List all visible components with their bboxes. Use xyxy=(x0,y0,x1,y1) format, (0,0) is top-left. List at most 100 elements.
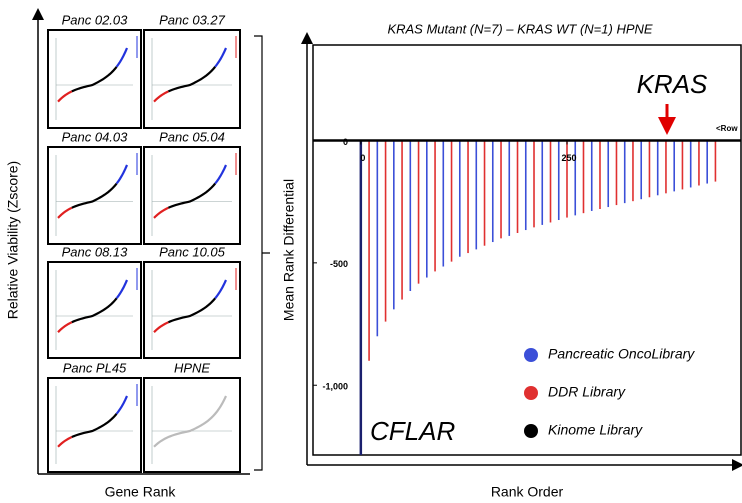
legend-marker xyxy=(524,386,538,400)
bar xyxy=(500,140,502,239)
panel-frame xyxy=(143,261,241,359)
panel-curve xyxy=(71,182,118,209)
panel-curve xyxy=(214,164,228,185)
bar-chart: 0 -500 -1,000 0 250 KRAS CFLAR <Row Pancreatic O… xyxy=(313,69,741,455)
bar xyxy=(549,140,552,223)
plot-frame xyxy=(312,44,742,456)
panel-frame xyxy=(47,29,142,129)
legend-label: Pancreatic OncoLibrary xyxy=(548,346,695,362)
bar xyxy=(623,140,626,204)
bar xyxy=(434,140,436,272)
bar xyxy=(442,140,445,267)
bar xyxy=(508,140,511,236)
panel-curve xyxy=(115,47,129,68)
panel-curve xyxy=(115,395,129,415)
panel-curve xyxy=(153,395,227,448)
bar xyxy=(607,140,610,208)
bar xyxy=(393,140,395,310)
panel-title: Panc 02.03 xyxy=(62,12,129,27)
legend-marker xyxy=(524,348,538,362)
panel-curve xyxy=(57,206,73,219)
bar xyxy=(491,140,494,243)
bar xyxy=(483,140,486,246)
x-tick-label: 0 xyxy=(360,153,365,163)
legend-marker xyxy=(524,424,538,438)
x-axis-label: Rank Order xyxy=(491,484,564,500)
bar xyxy=(665,140,667,194)
panel-title: Panc 05.04 xyxy=(159,129,225,144)
y-tick-label: -1,000 xyxy=(322,382,348,392)
bar xyxy=(541,140,544,225)
bar xyxy=(401,140,403,300)
panel-curve xyxy=(153,90,169,103)
y-tick-label: -500 xyxy=(330,259,348,269)
panel-curve xyxy=(71,413,118,439)
panel-title: Panc 03.27 xyxy=(159,12,226,27)
bar xyxy=(599,140,601,209)
bar xyxy=(656,140,659,196)
bar xyxy=(566,140,568,218)
y-tick-label: 0 xyxy=(343,137,348,147)
bar xyxy=(524,140,527,231)
panel-title: Panc PL45 xyxy=(63,360,127,375)
panel-frame xyxy=(143,377,241,473)
panel-frame xyxy=(47,146,142,245)
bar xyxy=(574,140,577,216)
bar xyxy=(590,140,593,211)
panel-curve xyxy=(71,66,118,93)
annotation: KRAS xyxy=(637,69,708,99)
bar xyxy=(582,140,585,214)
panel-title: Panc 08.13 xyxy=(62,244,129,259)
panel-curve xyxy=(57,321,73,333)
panel-title: Panc 04.03 xyxy=(62,129,129,144)
bar xyxy=(450,140,453,262)
bar xyxy=(533,140,535,228)
panel-frame xyxy=(47,261,142,359)
x-tick-label: 250 xyxy=(561,153,576,163)
x-axis-label: Gene Rank xyxy=(105,484,177,500)
bar xyxy=(615,140,618,206)
panel-curve xyxy=(167,297,217,324)
bar xyxy=(632,140,634,202)
panel-curve xyxy=(167,66,217,93)
panel-frame xyxy=(143,146,241,245)
bar xyxy=(426,140,428,278)
bar xyxy=(417,140,420,284)
panel-curve xyxy=(153,321,169,333)
legend-label: Kinome Library xyxy=(548,422,643,438)
legend-label: DDR Library xyxy=(548,384,626,400)
bracket xyxy=(254,35,270,471)
panel-curve xyxy=(214,279,227,299)
bar xyxy=(698,140,700,186)
y-axis-label: Relative Viability (Zscore) xyxy=(5,161,21,319)
panel-curve xyxy=(115,164,129,185)
bar xyxy=(673,140,676,192)
bar xyxy=(706,140,708,184)
panel-frame xyxy=(47,377,142,473)
bar xyxy=(467,140,469,254)
bar xyxy=(516,140,519,233)
panel-curve xyxy=(57,436,73,448)
y-axis-label: Mean Rank Differential xyxy=(281,179,297,321)
panel-title: HPNE xyxy=(174,360,210,375)
bar xyxy=(409,140,412,291)
chart-title: KRAS Mutant (N=7) – KRAS WT (N=1) HPNE xyxy=(387,21,652,36)
panel-curve xyxy=(153,206,169,219)
bar xyxy=(648,140,651,198)
bar xyxy=(681,140,684,190)
annotation: CFLAR xyxy=(370,416,455,446)
panel-grid: Panc 02.03 Panc 03.27 Panc 04.03 Panc 05.04… xyxy=(47,12,241,473)
panel-title: Panc 10.05 xyxy=(159,244,226,259)
panel-curve xyxy=(71,297,118,324)
bar xyxy=(384,140,387,322)
panel-curve xyxy=(115,279,129,299)
bar xyxy=(557,140,560,221)
panel-curve xyxy=(214,47,228,68)
panel-frame xyxy=(143,29,241,129)
annotation: <Row xyxy=(716,124,738,133)
bar xyxy=(689,140,692,188)
panel-curve xyxy=(57,90,73,103)
bar xyxy=(458,140,461,257)
panel-curve xyxy=(167,182,217,209)
